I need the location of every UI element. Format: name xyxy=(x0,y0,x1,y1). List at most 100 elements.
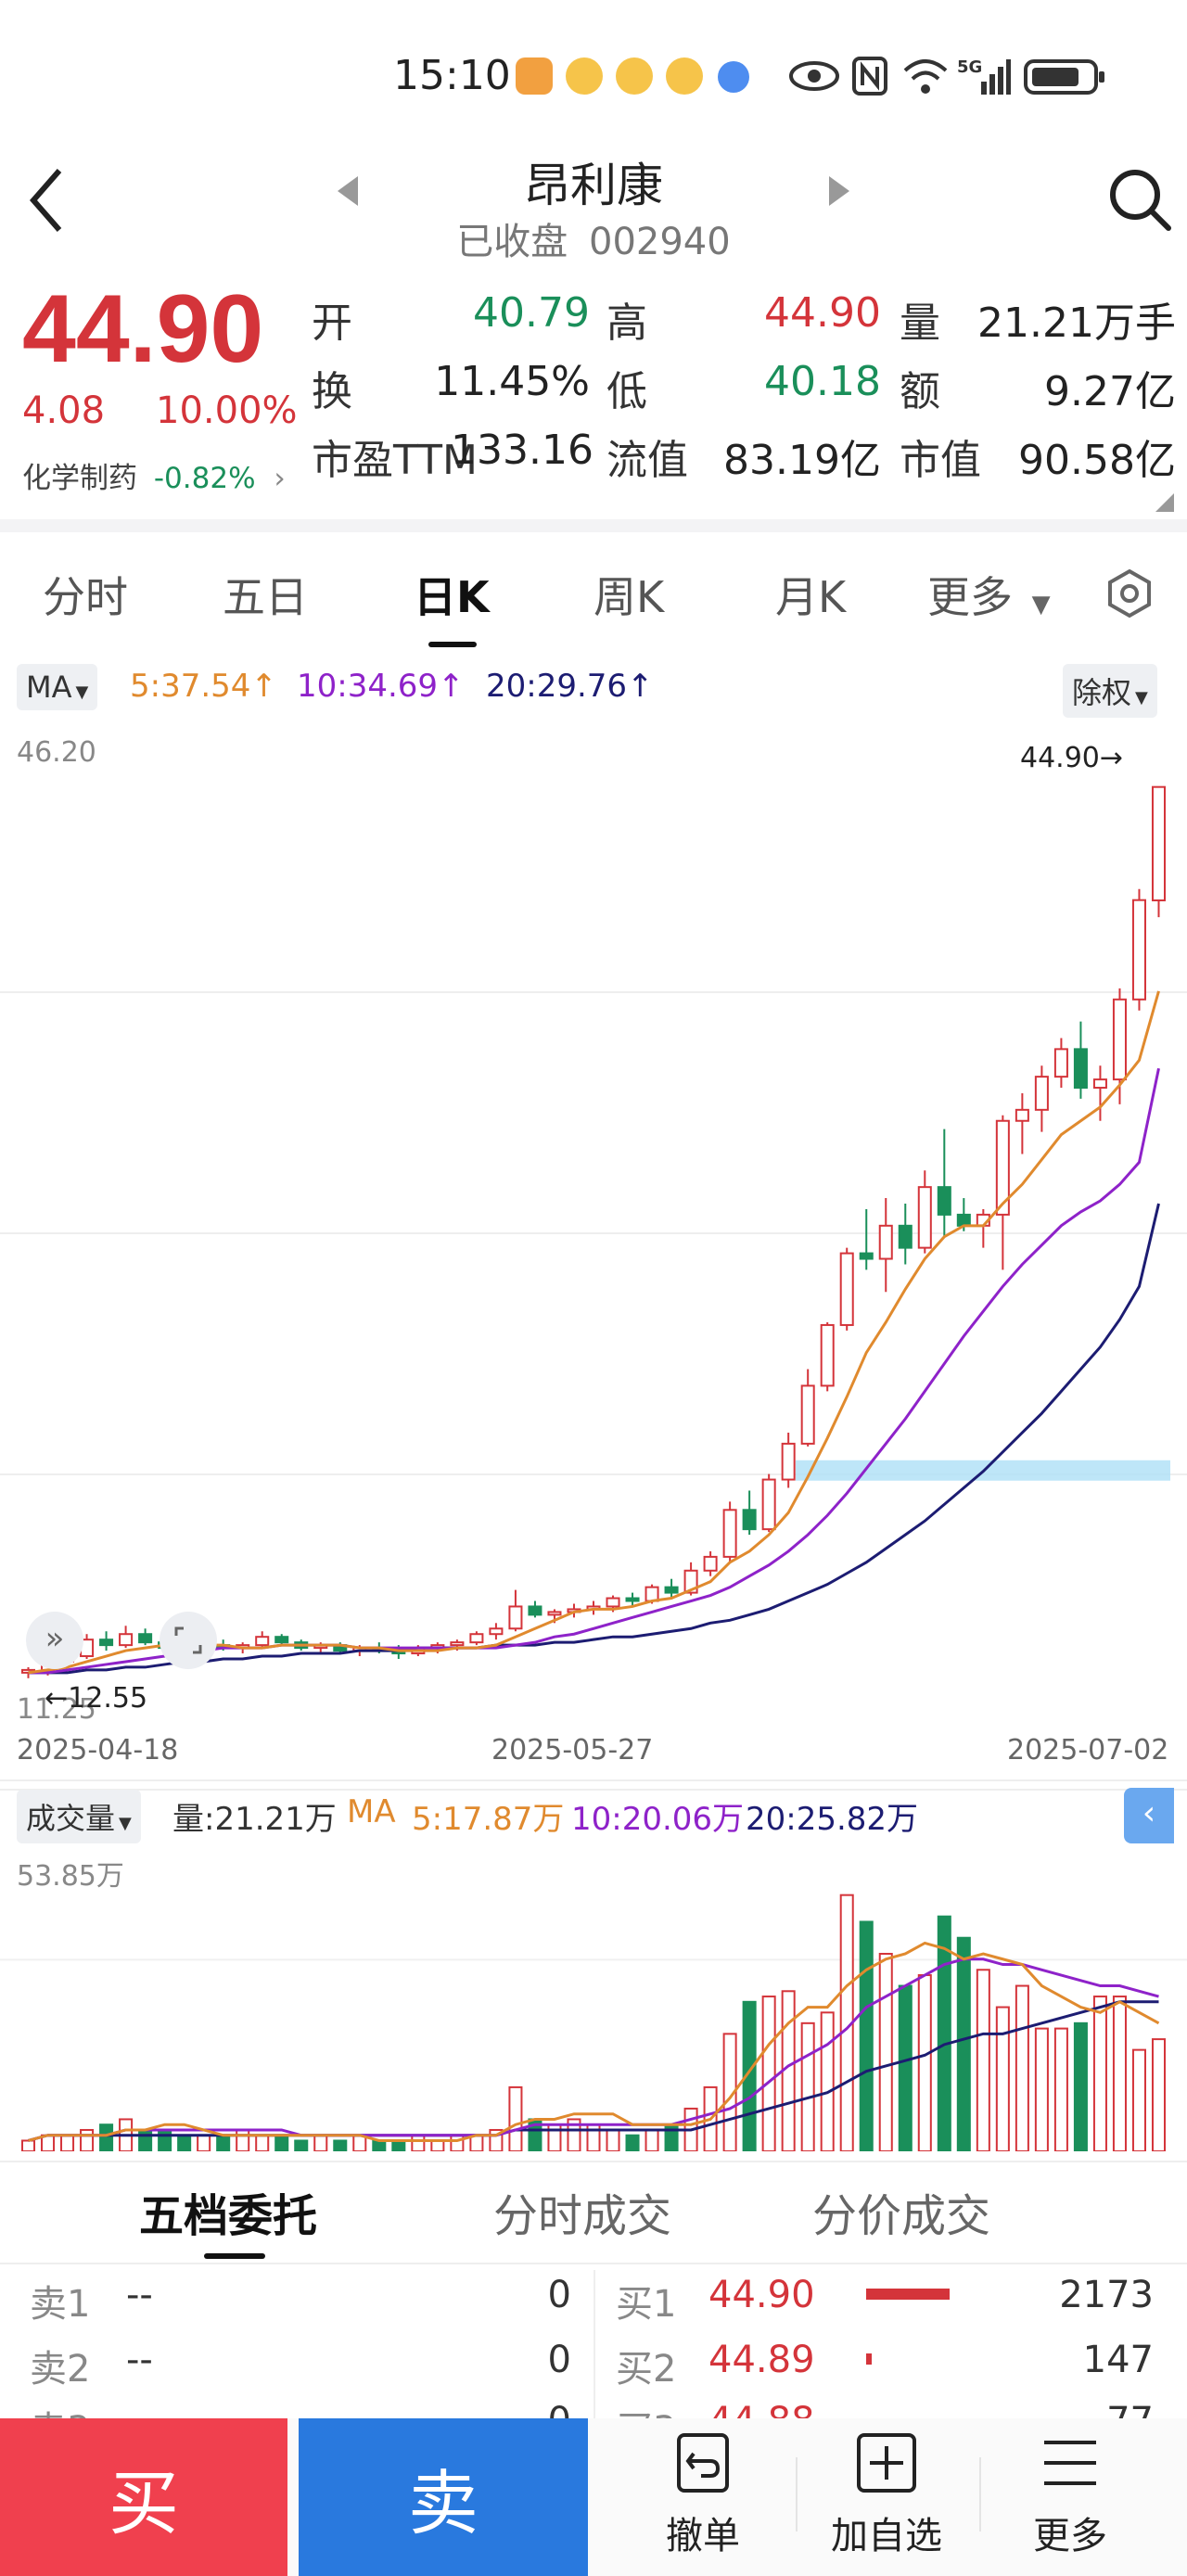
expand-corner-icon[interactable] xyxy=(1154,491,1176,514)
volume-indicator-selector[interactable]: 成交量 ▼ xyxy=(17,1790,141,1843)
double-chevron-right-icon[interactable]: » xyxy=(26,1612,83,1669)
ask-label-3: 卖3 xyxy=(30,2400,90,2418)
active-tab-indicator xyxy=(428,642,477,647)
price-change-pct: 10.00% xyxy=(156,389,298,432)
next-stock-icon[interactable] xyxy=(825,174,853,208)
order-book-tabs xyxy=(0,2161,1187,2263)
candle xyxy=(138,1633,153,1644)
volume-value: 量:21.21万 xyxy=(172,1801,337,1838)
candle xyxy=(1151,785,1167,901)
volume-bar xyxy=(138,2128,153,2151)
volume-ma10: 10:20.06万 xyxy=(571,1801,745,1838)
stat-label-market-cap: 市值 xyxy=(900,437,981,484)
sector-link[interactable]: 化学制药 -0.82% › xyxy=(22,454,286,496)
collapse-panel-icon[interactable]: ‹ xyxy=(1124,1788,1174,1843)
candle xyxy=(508,1605,523,1630)
bid-depth-bar-2 xyxy=(866,2353,872,2365)
volume-bar xyxy=(781,1990,796,2151)
candle xyxy=(528,1605,542,1616)
candle xyxy=(1131,899,1146,1001)
volume-bar xyxy=(450,2134,465,2151)
volume-bar xyxy=(1092,1996,1107,2151)
stat-label-amount: 额 xyxy=(900,368,940,415)
weibo-icon xyxy=(616,57,653,95)
volume-bar xyxy=(1053,2027,1068,2151)
volume-bar xyxy=(917,1974,932,2151)
volume-bar xyxy=(80,2128,95,2151)
volume-bar xyxy=(333,2139,348,2151)
stat-label-float-cap: 流值 xyxy=(606,437,688,484)
volume-bar xyxy=(625,2134,640,2151)
fullscreen-icon[interactable] xyxy=(160,1612,217,1669)
tab-five-day[interactable]: 五日 xyxy=(223,572,308,622)
candle xyxy=(274,1636,289,1644)
chevron-right-icon: › xyxy=(274,462,286,495)
tab-order-book[interactable]: 五档委托 xyxy=(139,2190,318,2242)
candle xyxy=(450,1641,465,1647)
add-watchlist-label: 加自选 xyxy=(831,2515,942,2557)
stat-value-low: 40.18 xyxy=(764,358,881,405)
ma20-line xyxy=(28,1203,1160,1675)
ask-qty-1: 0 xyxy=(547,2274,571,2316)
sector-name: 化学制药 xyxy=(22,462,137,495)
stat-label-high: 高 xyxy=(606,300,647,347)
stat-value-pe: 133.16 xyxy=(451,427,594,474)
volume-ma5: 5:17.87万 xyxy=(412,1801,565,1838)
back-icon[interactable] xyxy=(19,163,74,237)
bid-label-3: 买3 xyxy=(616,2400,676,2418)
buy-button[interactable]: 买 xyxy=(0,2418,287,2576)
tab-daily-k[interactable]: 日K xyxy=(414,572,490,622)
more-button[interactable]: 更多 xyxy=(987,2429,1154,2576)
sell-button[interactable]: 卖 xyxy=(299,2418,588,2576)
browser-icon xyxy=(718,61,749,93)
arrow-right-icon: → xyxy=(1099,742,1124,774)
candle xyxy=(547,1611,562,1616)
candle xyxy=(742,1509,757,1531)
stat-value-volume: 21.21万手 xyxy=(977,300,1176,347)
prev-stock-icon[interactable] xyxy=(334,174,362,208)
stat-value-high: 44.90 xyxy=(764,289,881,337)
candle xyxy=(625,1597,640,1602)
ma10-value-text: 10:34.69 xyxy=(297,668,439,705)
add-watchlist-button[interactable]: 加自选 xyxy=(803,2429,970,2576)
candle xyxy=(99,1639,114,1647)
period-low-marker: ←12.55 xyxy=(45,1682,147,1715)
candle xyxy=(956,1213,971,1227)
volume-bar xyxy=(898,1984,913,2151)
candle xyxy=(1112,998,1127,1081)
stat-value-float-cap: 83.19亿 xyxy=(723,437,881,484)
action-divider xyxy=(796,2457,798,2531)
signal-icon xyxy=(981,59,1011,95)
volume-bar xyxy=(956,1936,971,2151)
caret-down-icon: ▼ xyxy=(1135,688,1148,708)
volume-bar xyxy=(606,2128,620,2151)
tab-weekly-k[interactable]: 周K xyxy=(594,572,665,622)
tab-intraday[interactable]: 分时 xyxy=(43,572,128,622)
volume-bar xyxy=(508,2085,523,2151)
settings-hexagon-icon[interactable] xyxy=(1104,567,1155,619)
stat-label-pe-text: 市盈TTM xyxy=(312,437,478,484)
bid-price-1: 44.90 xyxy=(708,2274,815,2316)
search-icon[interactable] xyxy=(1104,163,1174,234)
wifi-icon xyxy=(903,59,948,94)
adjust-selector[interactable]: 除权 ▼ xyxy=(1063,664,1157,718)
cancel-order-button[interactable]: 撤单 xyxy=(619,2429,786,2576)
caret-down-icon: ▼ xyxy=(75,682,89,702)
undo-doc-icon xyxy=(677,2433,729,2493)
last-close-marker: 44.90→ xyxy=(1020,742,1123,774)
kline-chart[interactable] xyxy=(0,723,1187,2151)
weibo-icon xyxy=(666,57,703,95)
tab-price-volume[interactable]: 分价成交 xyxy=(812,2190,991,2242)
volume-bar xyxy=(294,2139,309,2151)
candle xyxy=(255,1636,270,1647)
volume-bar xyxy=(1131,2048,1146,2151)
tab-more[interactable]: 更多 ▼ xyxy=(927,564,1051,625)
ma5-value: 5:37.54↑ xyxy=(130,668,277,705)
volume-bar xyxy=(372,2139,387,2151)
arrow-up-icon: ↑ xyxy=(627,668,654,705)
tab-tick-trades[interactable]: 分时成交 xyxy=(493,2190,672,2242)
tab-monthly-k[interactable]: 月K xyxy=(775,572,847,622)
stat-label-pe: 市盈TTM xyxy=(312,427,478,486)
indicator-selector[interactable]: MA ▼ xyxy=(17,664,98,710)
stock-code: 002940 xyxy=(589,221,731,263)
